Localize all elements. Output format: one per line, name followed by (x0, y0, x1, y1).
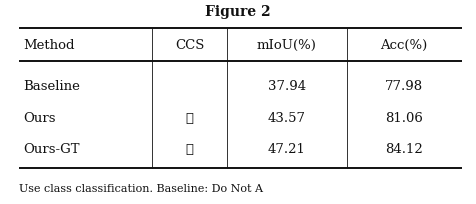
Text: Ours-GT: Ours-GT (23, 143, 79, 156)
Text: Method: Method (23, 39, 74, 52)
Text: 81.06: 81.06 (385, 112, 423, 125)
Text: 77.98: 77.98 (385, 80, 423, 93)
Text: CCS: CCS (175, 39, 204, 52)
Text: Figure 2: Figure 2 (205, 5, 271, 19)
Text: ✓: ✓ (186, 143, 193, 156)
Text: Ours: Ours (23, 112, 55, 125)
Text: 43.57: 43.57 (268, 112, 306, 125)
Text: Baseline: Baseline (23, 80, 79, 93)
Text: 47.21: 47.21 (268, 143, 306, 156)
Text: Use class classification. Baseline: Do Not A: Use class classification. Baseline: Do N… (19, 184, 263, 194)
Text: ✓: ✓ (186, 112, 193, 125)
Text: 37.94: 37.94 (268, 80, 306, 93)
Text: 84.12: 84.12 (385, 143, 423, 156)
Text: mIoU(%): mIoU(%) (257, 39, 317, 52)
Text: Acc(%): Acc(%) (380, 39, 428, 52)
